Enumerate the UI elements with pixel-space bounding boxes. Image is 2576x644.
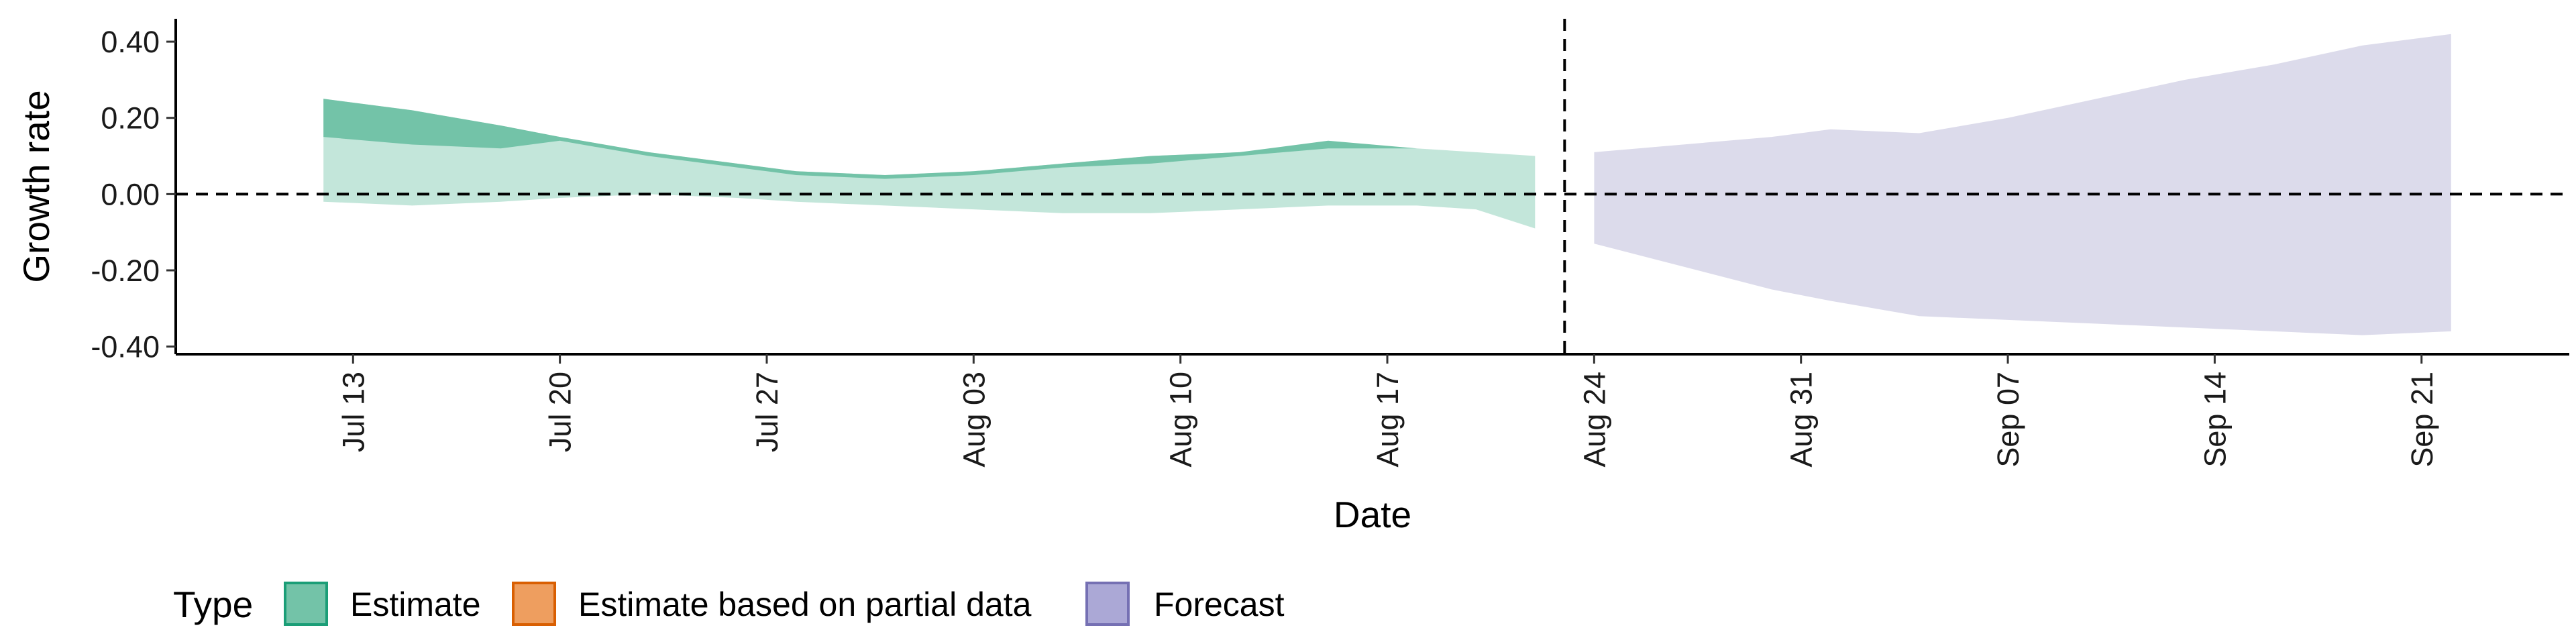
legend-title: Type [173,584,253,625]
x-axis-title: Date [1334,494,1411,535]
area-estimate-outer-interval [323,99,1536,229]
legend: Type Estimate Estimate based on partial da… [173,582,1285,626]
x-tick-label: Jul 20 [543,372,578,452]
area-layer [323,34,2451,335]
x-tick-label: Aug 17 [1371,372,1405,468]
area-estimate-inner-interval [323,99,1536,179]
legend-key-0 [284,582,328,626]
area-forecast-interval [1594,34,2451,335]
y-tick-label: -0.40 [91,330,160,364]
x-tick-label: Jul 27 [750,372,784,452]
y-tick-label: 0.40 [101,25,160,59]
legend-label-2: Forecast [1154,586,1285,623]
legend-key-1 [512,582,556,626]
y-tick-label: 0.00 [101,177,160,211]
axes: -0.40 -0.20 0.00 0.20 0.40 Jul 13 Jul 20 Jul 27… [15,19,2569,535]
x-tick-label: Aug 31 [1784,372,1819,468]
x-tick-label: Aug 24 [1577,372,1611,468]
legend-key-2 [1085,582,1130,626]
x-tick-label: Sep 14 [2198,372,2232,468]
y-axis-title: Growth rate [15,90,57,282]
y-tick-label: -0.20 [91,254,160,288]
y-tick-label: 0.20 [101,101,160,136]
x-tick-label: Aug 10 [1164,372,1198,468]
legend-label-1: Estimate based on partial data [578,586,1032,623]
reference-lines [176,19,2569,354]
x-tick-label: Aug 03 [957,372,991,468]
x-tick-label: Sep 07 [1991,372,2025,468]
x-tick-label: Jul 13 [336,372,370,452]
x-tick-label: Sep 21 [2405,372,2439,468]
legend-label-0: Estimate [350,586,481,623]
